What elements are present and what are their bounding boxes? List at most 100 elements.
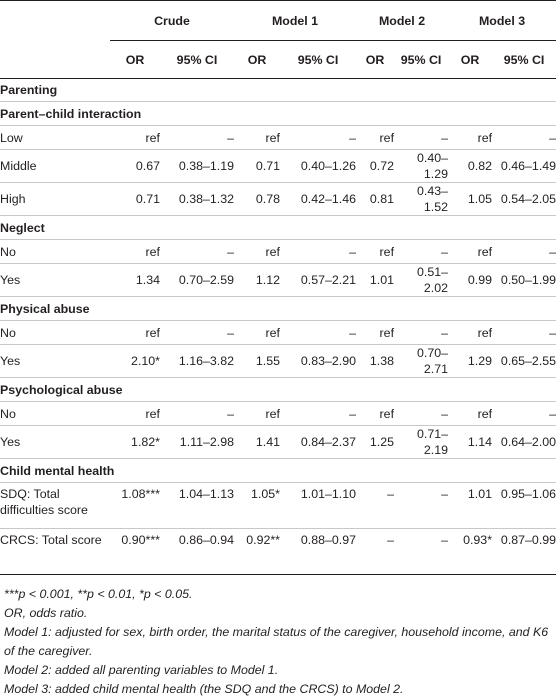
or-cell: 0.99 <box>448 263 493 297</box>
row-label: No <box>0 401 110 426</box>
or-cell: 1.29 <box>448 344 493 378</box>
footnote-significance: ***p < 0.001, **p < 0.01, *p < 0.05. <box>4 587 193 601</box>
section-label: Child mental health <box>0 458 556 483</box>
or-cell: 1.38 <box>356 344 395 378</box>
or-cell: ref <box>234 239 280 264</box>
or-cell: 1.55 <box>234 344 280 378</box>
or-cell: ref <box>110 401 160 426</box>
ci-cell: 0.40–1.29 <box>394 149 449 183</box>
model-header-row: Crude Model 1 Model 2 Model 3 <box>0 0 556 41</box>
section-label: Parent–child interaction <box>0 101 556 126</box>
section-row: Child mental health <box>0 458 556 483</box>
section-label: Neglect <box>0 215 556 240</box>
footnote-model-1: Model 1: adjusted for sex, birth order, … <box>4 625 549 658</box>
ci-cell: – <box>280 125 357 150</box>
ci-cell: – <box>160 401 234 426</box>
ci-cell: 0.65–2.55 <box>492 344 556 378</box>
ci-cell: 0.42–1.46 <box>280 182 357 216</box>
ci-header: 95% CI <box>492 40 556 79</box>
model-header: Model 3 <box>448 0 556 41</box>
section-label: Physical abuse <box>0 296 556 321</box>
corner-cell <box>0 40 110 79</box>
model-header: Crude <box>110 0 234 41</box>
or-cell: ref <box>356 125 395 150</box>
or-cell: 1.41 <box>234 425 280 459</box>
section-row: Psychological abuse <box>0 377 556 402</box>
table-row: Yes 2.10* 1.16–3.82 1.55 0.83–2.90 1.38 0.70–2… <box>0 344 556 378</box>
ci-cell: – <box>492 401 556 426</box>
or-cell: 1.05* <box>234 482 280 529</box>
table-body: Parenting Parent–child interaction Low ref –… <box>0 78 556 575</box>
or-cell: ref <box>356 320 395 345</box>
table-row: Yes 1.34 0.70–2.59 1.12 0.57–2.21 1.01 0.51–2.… <box>0 263 556 297</box>
or-cell: ref <box>110 125 160 150</box>
ci-cell: 0.95–1.06 <box>492 482 556 529</box>
ci-cell: 0.43–1.52 <box>394 182 449 216</box>
ci-cell: 0.57–2.21 <box>280 263 357 297</box>
or-cell: ref <box>448 239 493 264</box>
ci-header: 95% CI <box>280 40 357 79</box>
or-cell: ref <box>448 401 493 426</box>
or-cell: 0.67 <box>110 149 160 183</box>
model-header: Model 1 <box>234 0 357 41</box>
or-cell: 0.72 <box>356 149 395 183</box>
ci-cell: 0.50–1.99 <box>492 263 556 297</box>
or-header: OR <box>110 40 160 79</box>
or-cell: ref <box>234 125 280 150</box>
table-row: Low ref – ref – ref – ref – <box>0 125 556 150</box>
or-cell: 0.71 <box>234 149 280 183</box>
row-label: Yes <box>0 425 110 459</box>
ci-cell: – <box>280 239 357 264</box>
ci-header: 95% CI <box>160 40 234 79</box>
ci-cell: – <box>394 528 449 575</box>
or-cell: 0.93* <box>448 528 493 575</box>
or-cell: 0.90*** <box>110 528 160 575</box>
section-row: Physical abuse <box>0 296 556 321</box>
ci-cell: – <box>492 320 556 345</box>
row-label: SDQ: Total difficulties score <box>0 482 110 529</box>
ci-cell: 0.84–2.37 <box>280 425 357 459</box>
ci-cell: – <box>492 239 556 264</box>
row-label: Middle <box>0 149 110 183</box>
or-header: OR <box>356 40 395 79</box>
or-cell: – <box>356 528 395 575</box>
or-cell: 1.82* <box>110 425 160 459</box>
ci-cell: 0.51–2.02 <box>394 263 449 297</box>
table-row: CRCS: Total score 0.90*** 0.86–0.94 0.92** 0… <box>0 528 556 575</box>
ci-cell: 0.54–2.05 <box>492 182 556 216</box>
row-label: CRCS: Total score <box>0 528 110 575</box>
ci-cell: – <box>492 125 556 150</box>
ci-cell: 0.87–0.99 <box>492 528 556 575</box>
section-label: Parenting <box>0 78 556 102</box>
or-header: OR <box>448 40 493 79</box>
table-row: No ref – ref – ref – ref – <box>0 401 556 426</box>
ci-cell: 0.38–1.32 <box>160 182 234 216</box>
ci-cell: – <box>160 125 234 150</box>
ci-header: 95% CI <box>394 40 449 79</box>
ci-cell: 1.04–1.13 <box>160 482 234 529</box>
or-header: OR <box>234 40 280 79</box>
model-header: Model 2 <box>356 0 449 41</box>
table-footnotes: ***p < 0.001, **p < 0.01, *p < 0.05. OR,… <box>0 575 556 699</box>
or-cell: ref <box>448 125 493 150</box>
ci-cell: 0.86–0.94 <box>160 528 234 575</box>
stat-header-row: OR 95% CI OR 95% CI OR 95% CI OR 95% CI <box>0 40 556 79</box>
or-cell: 0.82 <box>448 149 493 183</box>
or-cell: – <box>356 482 395 529</box>
ci-cell: – <box>280 320 357 345</box>
table-row: No ref – ref – ref – ref – <box>0 239 556 264</box>
table-row: SDQ: Total difficulties score 1.08*** 1.04… <box>0 482 556 529</box>
table-row: No ref – ref – ref – ref – <box>0 320 556 345</box>
odds-ratio-table: Crude Model 1 Model 2 Model 3 OR 95% CI … <box>0 0 556 575</box>
ci-cell: – <box>394 125 449 150</box>
or-cell: 1.25 <box>356 425 395 459</box>
or-cell: 0.78 <box>234 182 280 216</box>
ci-cell: – <box>280 401 357 426</box>
table-row: Middle 0.67 0.38–1.19 0.71 0.40–1.26 0.72 0.40… <box>0 149 556 183</box>
row-label: Yes <box>0 263 110 297</box>
ci-cell: – <box>394 401 449 426</box>
or-cell: 0.71 <box>110 182 160 216</box>
or-cell: 1.08*** <box>110 482 160 529</box>
ci-cell: 0.40–1.26 <box>280 149 357 183</box>
ci-cell: 1.01–1.10 <box>280 482 357 529</box>
